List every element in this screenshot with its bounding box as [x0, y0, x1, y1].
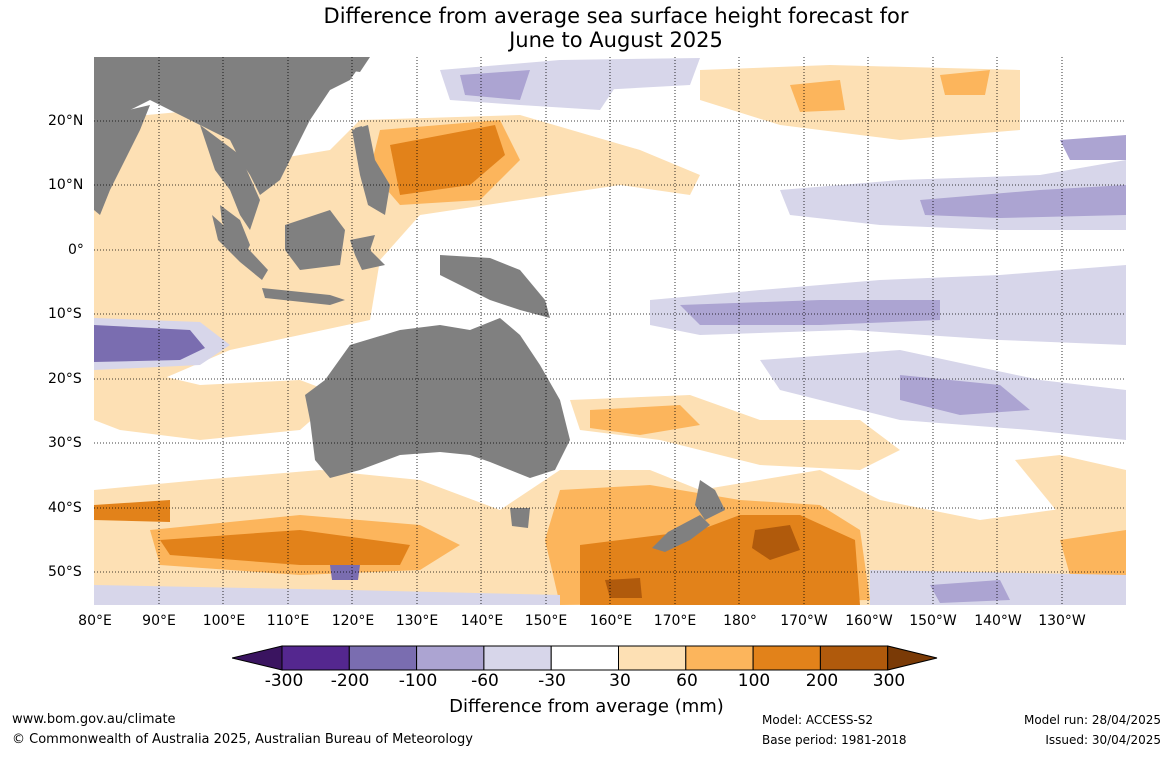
anomaly-positive-100-indian	[160, 530, 410, 565]
colorbar-segment	[483, 645, 552, 671]
lat-label-20s: 20°S	[48, 371, 82, 387]
colorbar-segment	[685, 645, 754, 671]
colorbar-segment	[550, 645, 620, 671]
sulawesi-land	[350, 235, 385, 270]
title-line-1: Difference from average sea surface heig…	[323, 4, 909, 28]
graticule	[94, 57, 1126, 605]
lon-label-120e: 120°E	[331, 613, 375, 629]
colorbar-tick: 200	[805, 671, 839, 691]
colorbar-title: Difference from average (mm)	[449, 696, 724, 717]
model-name: Model: ACCESS-S2	[762, 713, 874, 727]
colorbar	[232, 645, 938, 671]
anomaly-negative-60-north-east	[1060, 135, 1126, 160]
anomaly-positive-100-philippine	[390, 125, 505, 195]
anomaly-positive-60-hawaii	[790, 80, 845, 112]
lon-label-140w: 140°W	[974, 613, 1022, 629]
colorbar-right-arrow	[887, 645, 938, 671]
japan-land	[340, 57, 370, 72]
colorbar-tick: 30	[609, 671, 631, 691]
indochina-land	[200, 125, 260, 230]
model-run-date: Model run: 28/04/2025	[1023, 713, 1161, 727]
colorbar-segment	[618, 645, 687, 671]
lon-label-130w: 130°W	[1038, 613, 1086, 629]
anomaly-positive-30-south-indian	[94, 360, 340, 440]
lon-label-170w: 170°W	[780, 613, 828, 629]
lon-label-90e: 90°E	[142, 613, 176, 629]
lat-label-10s: 10°S	[48, 306, 82, 322]
colorbar-tick: -60	[471, 671, 499, 691]
colorbar-segment	[281, 645, 350, 671]
anomaly-fields	[94, 58, 1126, 605]
lon-label-160w: 160°W	[845, 613, 893, 629]
anomaly-negative-60-north-equatorial	[920, 185, 1126, 218]
colorbar-tick: -300	[264, 671, 304, 691]
lon-label-130e: 130°E	[395, 613, 439, 629]
title-line-2: June to August 2025	[509, 28, 723, 52]
lon-label-180: 180°	[723, 613, 757, 629]
anomaly-negative-30-north	[560, 58, 700, 90]
map-title: Difference from average sea surface heig…	[0, 4, 1173, 52]
borneo-land	[285, 210, 345, 270]
lat-label-equator: 0°	[68, 242, 84, 258]
anomaly-negative-30-south-west	[94, 585, 560, 605]
anomaly-positive-60-east	[1060, 530, 1126, 580]
anomaly-positive-30-southeast	[1015, 455, 1126, 520]
colorbar-tick: 100	[737, 671, 771, 691]
anomaly-negative-30-north-west	[440, 60, 620, 110]
hainan-land	[270, 118, 290, 132]
anomaly-negative-60-south-pacific	[900, 375, 1030, 415]
anomaly-negative-60-south-equatorial	[680, 300, 940, 325]
lon-label-150w: 150°W	[909, 613, 957, 629]
lon-label-170e: 170°E	[653, 613, 697, 629]
australia-land	[305, 318, 570, 478]
asia-land	[94, 57, 366, 195]
lon-label-110e: 110°E	[266, 613, 310, 629]
colorbar-tick: -100	[398, 671, 438, 691]
colorbar-segment	[752, 645, 821, 671]
colorbar-tick: -200	[330, 671, 370, 691]
lat-label-20n: 20°N	[48, 113, 84, 129]
new-guinea-land	[440, 255, 550, 318]
lon-label-100e: 100°E	[202, 613, 246, 629]
lon-label-160e: 160°E	[589, 613, 633, 629]
lat-label-50s: 50°S	[48, 564, 82, 580]
copyright-text: © Commonwealth of Australia 2025, Austra…	[12, 732, 473, 747]
lat-label-40s: 40°S	[48, 500, 82, 516]
anomaly-positive-200-patch-south	[605, 578, 642, 598]
anomaly-negative-60-north-west	[460, 70, 530, 100]
anomaly-positive-200-patch-east	[752, 525, 800, 560]
anomaly-positive-60-tasman-patch	[590, 405, 700, 435]
anomaly-positive-60-north-east	[940, 70, 990, 95]
lat-label-30s: 30°S	[48, 435, 82, 451]
lat-label-10n: 10°N	[48, 177, 84, 193]
philippines-land	[352, 125, 390, 215]
anomaly-positive-100-west	[94, 500, 170, 522]
colorbar-segment	[819, 645, 889, 671]
lon-label-140e: 140°E	[460, 613, 504, 629]
bom-climate-link[interactable]: www.bom.gov.au/climate	[12, 712, 176, 727]
land-masses	[94, 57, 725, 552]
colorbar-left-arrow	[232, 645, 283, 671]
new-zealand-south-land	[652, 515, 710, 552]
malay-peninsula-land	[220, 205, 250, 255]
new-zealand-north-land	[695, 480, 725, 520]
colorbar-tick: 300	[872, 671, 906, 691]
tasmania-land	[510, 508, 530, 528]
anomaly-negative-60-south-edge	[930, 580, 1010, 603]
lon-label-150e: 150°E	[524, 613, 568, 629]
sumatra-land	[212, 215, 268, 280]
lon-label-80e: 80°E	[78, 613, 112, 629]
issued-date: Issued: 30/04/2025	[1045, 733, 1161, 747]
base-period: Base period: 1981-2018	[762, 733, 907, 747]
india-land	[94, 105, 150, 215]
colorbar-segment	[348, 645, 418, 671]
colorbar-segment	[416, 645, 485, 671]
anomaly-negative-100-patch	[330, 565, 360, 580]
colorbar-tick: -30	[538, 671, 566, 691]
taiwan-land	[354, 126, 362, 140]
colorbar-tick: 60	[676, 671, 698, 691]
anomaly-negative-100-indian	[94, 325, 205, 362]
java-land	[262, 288, 345, 305]
